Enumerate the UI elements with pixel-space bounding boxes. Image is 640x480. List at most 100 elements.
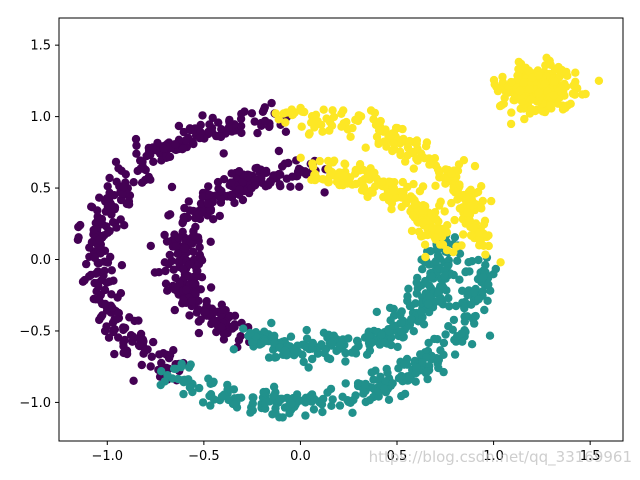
scatter-point (274, 146, 284, 156)
scatter-point (246, 328, 255, 338)
scatter-point (439, 338, 449, 348)
scatter-point (310, 170, 319, 180)
scatter-point (441, 330, 450, 339)
scatter-point (296, 153, 305, 162)
scatter-point (278, 162, 287, 171)
scatter-point (425, 160, 434, 169)
scatter-point (439, 350, 448, 359)
scatter-point (237, 109, 246, 119)
scatter-point (302, 325, 311, 335)
scatter-point (569, 81, 578, 90)
scatter-point (393, 342, 402, 352)
scatter-point (323, 353, 333, 363)
scatter-point (344, 334, 353, 343)
scatter-point (474, 255, 483, 265)
scatter-point (230, 320, 239, 329)
scatter-point (260, 116, 270, 126)
scatter-point (103, 258, 113, 267)
scatter-point (461, 267, 470, 277)
scatter-point (197, 256, 207, 265)
scatter-point (248, 393, 257, 402)
scatter-point (179, 295, 188, 305)
scatter-point (98, 311, 107, 320)
scatter-point (206, 237, 215, 246)
scatter-point (470, 161, 480, 171)
scatter-point (95, 295, 104, 304)
scatter-point (418, 358, 427, 367)
scatter-point (116, 215, 125, 224)
scatter-point (281, 127, 291, 136)
scatter-point (367, 338, 376, 347)
scatter-point (260, 388, 269, 398)
y-tick-label: −1.0 (19, 396, 51, 411)
scatter-point (154, 268, 164, 277)
scatter-point (236, 121, 246, 131)
y-tick-label: 0.5 (30, 182, 51, 197)
scatter-point (365, 396, 374, 405)
scatter-point (436, 240, 445, 249)
scatter-point (455, 190, 464, 199)
scatter-point (398, 124, 407, 134)
scatter-point (112, 315, 121, 324)
scatter-point (239, 324, 248, 333)
scatter-point (418, 206, 428, 215)
scatter-point (95, 193, 104, 202)
data-points (73, 53, 604, 422)
scatter-point (100, 285, 110, 295)
scatter-point (108, 303, 117, 312)
scatter-point (110, 349, 119, 359)
scatter-point (217, 305, 227, 314)
scatter-point (419, 218, 428, 227)
scatter-point (319, 105, 328, 114)
scatter-point (412, 363, 421, 372)
scatter-point (288, 110, 297, 120)
scatter-point (137, 360, 146, 370)
scatter-point (386, 131, 395, 140)
scatter-point (119, 325, 128, 335)
scatter-point (147, 352, 156, 361)
scatter-point (542, 53, 551, 62)
x-tick-label: −1.0 (91, 449, 123, 464)
scatter-point (421, 142, 431, 151)
scatter-point (93, 206, 102, 215)
scatter-point (427, 210, 436, 219)
scatter-point (340, 171, 349, 181)
scatter-point (253, 128, 262, 138)
scatter-point (216, 132, 226, 142)
watermark-text: https://blog.csdn.net/qq_33169961 (368, 448, 632, 466)
scatter-point (489, 75, 499, 85)
scatter-point (412, 154, 421, 163)
scatter-point (455, 249, 465, 258)
scatter-point (343, 125, 352, 134)
scatter-point (318, 127, 327, 136)
scatter-point (146, 150, 155, 160)
scatter-point (377, 330, 386, 339)
scatter-point (309, 162, 318, 172)
scatter-point (281, 118, 290, 127)
scatter-point (276, 182, 285, 191)
scatter-point (423, 374, 432, 384)
scatter-point (219, 149, 228, 158)
scatter-point (323, 388, 332, 397)
scatter-point (174, 121, 184, 131)
scatter-point (89, 225, 98, 235)
scatter-point (455, 204, 465, 213)
scatter-point (423, 367, 432, 376)
scatter-point (120, 335, 129, 345)
scatter-point (341, 160, 350, 169)
scatter-point (103, 182, 112, 191)
scatter-point (594, 76, 604, 86)
scatter-point (520, 114, 529, 124)
scatter-point (431, 257, 440, 266)
scatter-point (174, 233, 183, 242)
scatter-point (87, 238, 97, 247)
scatter-point (448, 325, 457, 334)
scatter-point (405, 301, 415, 311)
scatter-point (473, 187, 483, 197)
scatter-point (354, 341, 363, 350)
scatter-point (192, 266, 201, 275)
scatter-point (351, 179, 361, 189)
scatter-point (524, 67, 534, 76)
y-tick-label: 1.5 (30, 39, 51, 54)
scatter-point (562, 67, 571, 77)
